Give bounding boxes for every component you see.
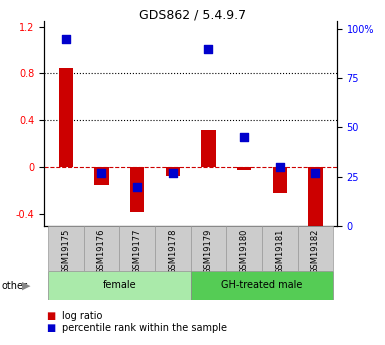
Bar: [59, 68, 73, 167]
Text: female: female: [102, 280, 136, 290]
Point: [277, 164, 283, 170]
Bar: [130, 167, 144, 212]
Point: [134, 184, 140, 189]
Bar: [155, 226, 191, 271]
Text: other: other: [2, 281, 28, 290]
Point: [312, 170, 318, 176]
Bar: [84, 226, 119, 271]
Bar: [48, 271, 191, 300]
Bar: [48, 226, 84, 271]
Bar: [237, 167, 251, 170]
Point: [205, 46, 211, 51]
Text: GH-treated male: GH-treated male: [221, 280, 303, 290]
Text: ■: ■: [46, 324, 55, 333]
Text: ▶: ▶: [22, 281, 30, 290]
Point: [98, 170, 104, 176]
Text: GSM19178: GSM19178: [168, 228, 177, 274]
Text: GSM19177: GSM19177: [132, 228, 142, 274]
Bar: [94, 167, 109, 185]
Point: [63, 36, 69, 41]
Bar: [191, 271, 333, 300]
Text: percentile rank within the sample: percentile rank within the sample: [62, 324, 227, 333]
Bar: [201, 130, 216, 167]
Text: GDS862 / 5.4.9.7: GDS862 / 5.4.9.7: [139, 9, 246, 22]
Text: GSM19176: GSM19176: [97, 228, 106, 274]
Bar: [166, 167, 180, 176]
Bar: [308, 167, 323, 228]
Point: [170, 170, 176, 176]
Bar: [119, 226, 155, 271]
Text: GSM19175: GSM19175: [61, 228, 70, 274]
Text: GSM19179: GSM19179: [204, 228, 213, 274]
Bar: [191, 226, 226, 271]
Bar: [298, 226, 333, 271]
Bar: [273, 167, 287, 193]
Point: [241, 135, 247, 140]
Text: GSM19181: GSM19181: [275, 228, 284, 274]
Bar: [262, 226, 298, 271]
Text: GSM19182: GSM19182: [311, 228, 320, 274]
Text: log ratio: log ratio: [62, 311, 102, 321]
Bar: [226, 226, 262, 271]
Text: ■: ■: [46, 311, 55, 321]
Text: GSM19180: GSM19180: [239, 228, 249, 274]
